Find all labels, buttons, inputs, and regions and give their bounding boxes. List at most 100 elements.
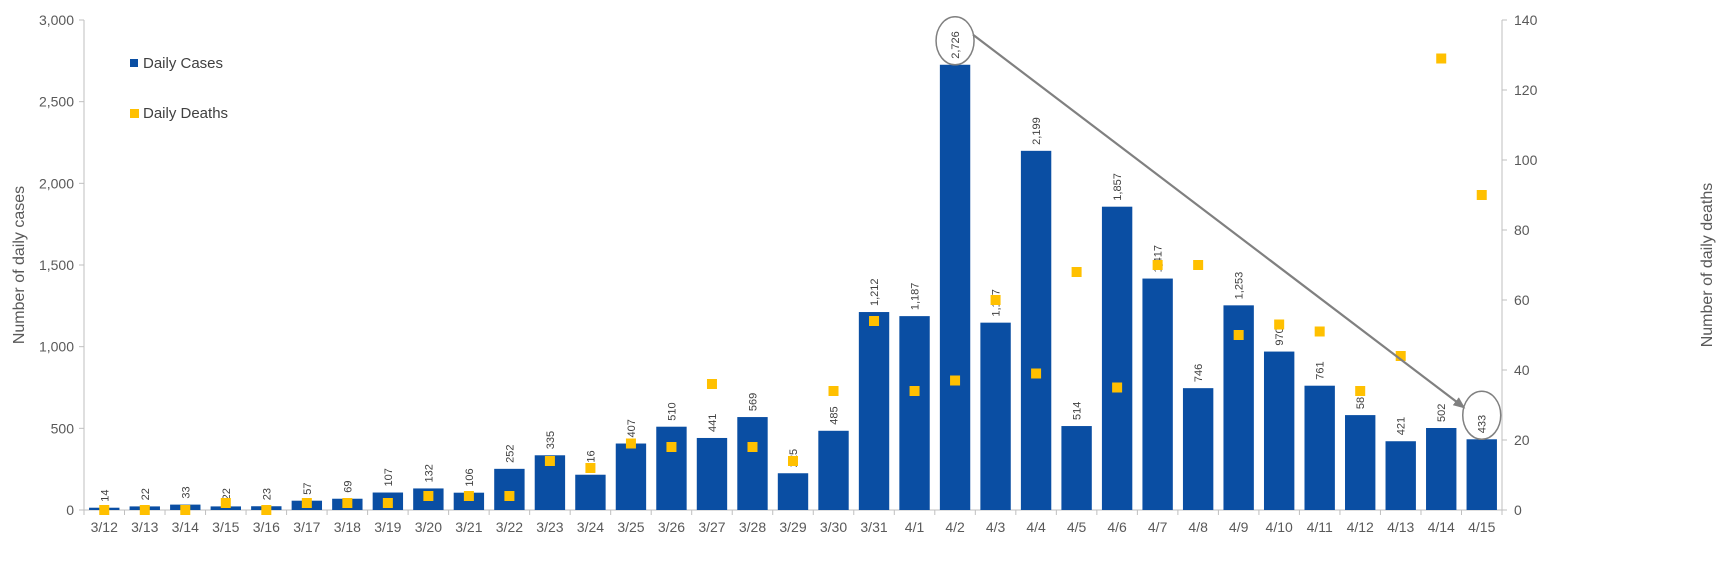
bar-daily-cases: [980, 322, 1011, 510]
x-tick-label: 4/12: [1347, 519, 1374, 535]
point-daily-deaths: [828, 386, 839, 396]
bar-value-label: 502: [1436, 404, 1448, 422]
x-tick-label: 4/6: [1107, 519, 1127, 535]
left-tick-label: 2,000: [39, 175, 74, 191]
x-tick-label: 4/10: [1266, 519, 1293, 535]
points-layer: [99, 53, 1487, 515]
right-tick-label: 40: [1514, 362, 1530, 378]
legend-swatch-cases: [130, 59, 138, 67]
x-tick-label: 3/25: [617, 519, 644, 535]
bar-daily-cases: [210, 506, 241, 510]
right-tick-label: 80: [1514, 222, 1530, 238]
point-daily-deaths: [950, 375, 961, 386]
point-daily-deaths: [1193, 260, 1204, 270]
bar-daily-cases: [777, 473, 809, 510]
x-tick-label: 4/15: [1468, 519, 1495, 535]
peak-highlight-circle: [935, 16, 975, 66]
point-daily-deaths: [706, 379, 717, 389]
bar-value-label: 1,187: [910, 283, 922, 311]
bar-daily-cases: [1142, 278, 1173, 510]
point-daily-deaths: [1476, 190, 1487, 200]
x-tick-label: 3/22: [496, 519, 523, 535]
bar-value-label: 14: [99, 489, 111, 501]
x-tick-label: 3/18: [334, 519, 361, 535]
bar-value-label: 761: [1315, 361, 1327, 379]
bar-daily-cases: [656, 426, 687, 510]
right-tick-label: 120: [1514, 82, 1538, 98]
point-daily-deaths: [1233, 330, 1244, 340]
legend-swatch-deaths: [130, 109, 139, 118]
bar-value-label: 970: [1274, 327, 1286, 345]
bar-daily-cases: [1182, 388, 1214, 510]
x-tick-label: 3/31: [860, 519, 887, 535]
x-tick-label: 4/9: [1229, 519, 1249, 535]
bar-value-label: 106: [464, 468, 476, 486]
right-tick-label: 20: [1514, 432, 1530, 448]
point-daily-deaths: [585, 463, 596, 473]
bar-daily-cases: [696, 437, 728, 510]
left-tick-label: 3,000: [39, 12, 74, 28]
bar-value-label: 433: [1477, 415, 1489, 433]
x-tick-label: 3/17: [293, 519, 320, 535]
bar-daily-cases: [818, 430, 849, 510]
left-tick-label: 500: [51, 420, 75, 436]
bar-value-label: 407: [626, 419, 638, 437]
right-tick-label: 60: [1514, 292, 1530, 308]
left-tick-label: 1,000: [39, 339, 74, 355]
right-tick-label: 100: [1514, 152, 1538, 168]
bar-value-label: 22: [140, 488, 152, 500]
point-daily-deaths: [423, 491, 434, 501]
x-tick-label: 3/13: [131, 519, 158, 535]
bar-value-label: 57: [302, 482, 314, 494]
left-tick-label: 2,500: [39, 94, 74, 110]
point-daily-deaths: [1314, 326, 1325, 337]
left-tick-label: 1,500: [39, 257, 74, 273]
bar-daily-cases: [1061, 426, 1092, 510]
left-tick-label: 0: [66, 502, 74, 518]
trend-arrow: [972, 33, 1466, 409]
point-daily-deaths: [301, 498, 312, 508]
bar-value-label: 33: [180, 486, 192, 498]
x-tick-label: 3/21: [455, 519, 482, 535]
bar-value-label: 421: [1396, 417, 1408, 435]
point-daily-deaths: [1355, 386, 1366, 396]
x-tick-label: 3/24: [577, 519, 604, 535]
point-daily-deaths: [1152, 260, 1163, 270]
bar-daily-cases: [1426, 428, 1457, 510]
bar-daily-cases: [737, 417, 768, 510]
annotation-layer: [935, 16, 1502, 441]
point-daily-deaths: [1274, 319, 1285, 330]
bar-value-label: 1,253: [1234, 272, 1246, 300]
x-tick-label: 4/1: [905, 519, 925, 535]
point-daily-deaths: [666, 442, 677, 452]
bar-value-label: 335: [545, 431, 557, 449]
point-daily-deaths: [180, 505, 191, 515]
point-daily-deaths: [1112, 382, 1123, 393]
right-tick-label: 0: [1514, 502, 1522, 518]
x-tick-label: 4/13: [1387, 519, 1414, 535]
legend-label-cases: Daily Cases: [143, 55, 223, 72]
bar-daily-cases: [1385, 441, 1416, 510]
point-daily-deaths: [747, 442, 758, 452]
bar-daily-cases: [1345, 415, 1376, 510]
x-tick-label: 4/14: [1428, 519, 1455, 535]
bar-value-label: 510: [666, 402, 678, 420]
point-daily-deaths: [220, 498, 231, 508]
x-tick-label: 3/26: [658, 519, 685, 535]
axes-layer: 0 500 1,000 1,500 2,000 2,500 3,000 0 20 40 60 80 10…: [11, 12, 1716, 535]
bar-value-label: 23: [261, 488, 273, 500]
x-tick-label: 4/4: [1026, 519, 1046, 535]
bar-daily-cases: [494, 468, 525, 510]
bar-value-label: 252: [504, 444, 516, 462]
point-daily-deaths: [544, 456, 555, 466]
point-daily-deaths: [1031, 368, 1042, 379]
bar-daily-cases: [1304, 385, 1335, 510]
bar-value-label: 22: [221, 488, 233, 500]
point-daily-deaths: [990, 295, 1001, 305]
bar-daily-cases: [899, 316, 930, 510]
bar-daily-cases: [1263, 351, 1295, 510]
bar-value-label: 1,212: [869, 279, 881, 307]
bar-value-label: 514: [1072, 402, 1084, 420]
left-axis-title: Number of daily cases: [11, 186, 28, 344]
